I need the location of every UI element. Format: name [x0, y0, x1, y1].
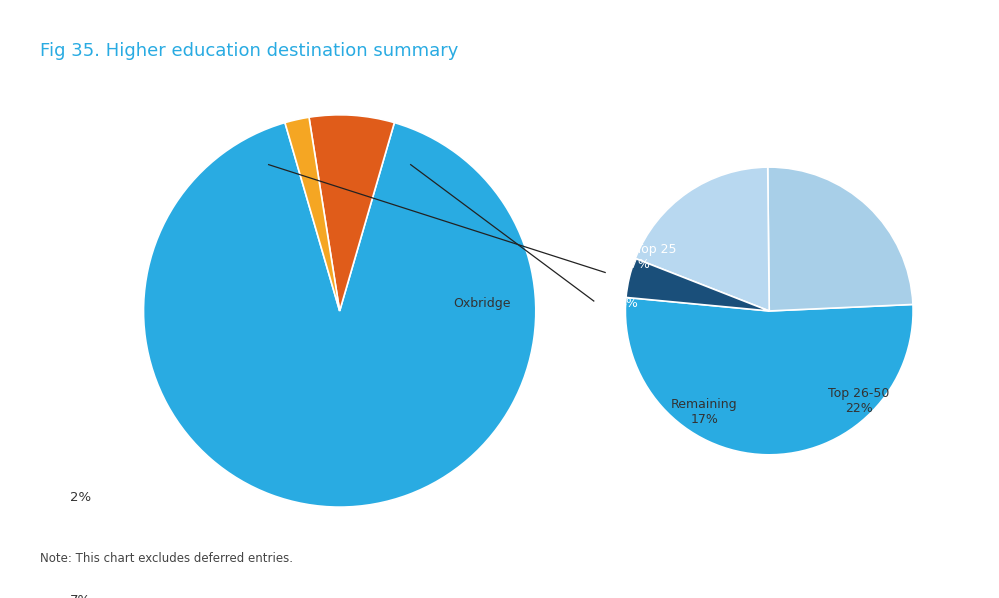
Text: 2%: 2%: [70, 491, 91, 504]
Text: UK universities
91%: UK universities 91%: [187, 530, 297, 563]
Text: 7%: 7%: [70, 594, 91, 598]
Wedge shape: [625, 297, 913, 455]
Text: Oxbridge: Oxbridge: [453, 297, 510, 310]
Wedge shape: [767, 167, 913, 311]
Text: Remaining
17%: Remaining 17%: [671, 398, 738, 426]
Wedge shape: [626, 258, 769, 311]
Wedge shape: [309, 115, 395, 311]
Text: 4%: 4%: [618, 297, 638, 310]
Text: Top 26-50
22%: Top 26-50 22%: [828, 387, 890, 415]
Text: Other Top 25
47%: Other Top 25 47%: [596, 243, 676, 271]
Wedge shape: [635, 167, 769, 311]
Text: Fig 35. Higher education destination summary: Fig 35. Higher education destination sum…: [40, 42, 459, 60]
Wedge shape: [285, 117, 340, 311]
Wedge shape: [144, 123, 535, 507]
Text: Note: This chart excludes deferred entries.: Note: This chart excludes deferred entri…: [40, 552, 293, 565]
